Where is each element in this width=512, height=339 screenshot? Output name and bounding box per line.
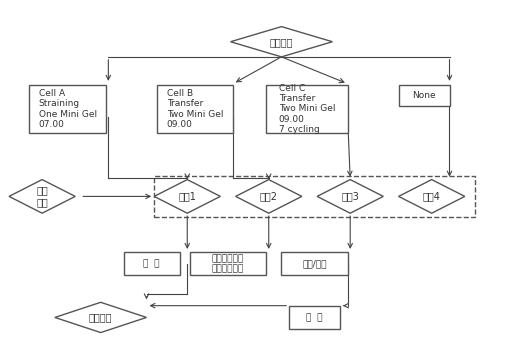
Text: 完  成: 完 成 [306,313,323,322]
Text: 停止工作，提
示并记录错误: 停止工作，提 示并记录错误 [212,254,244,273]
Text: Cell C
Transfer
Two Mini Gel
09.00
7 cycling: Cell C Transfer Two Mini Gel 09.00 7 cyc… [279,84,335,134]
Text: 通道4: 通道4 [423,192,441,201]
FancyBboxPatch shape [190,252,266,275]
Text: 通道1: 通道1 [178,192,196,201]
Polygon shape [9,180,75,213]
Text: None: None [412,91,436,100]
Text: 操作部分: 操作部分 [270,37,293,47]
Text: 通道2: 通道2 [260,192,278,201]
Text: 监控
设备: 监控 设备 [36,185,48,207]
Polygon shape [154,180,220,213]
FancyBboxPatch shape [282,252,348,275]
FancyBboxPatch shape [398,85,450,106]
Text: 完  成: 完 成 [143,259,160,268]
Text: 暂停/恢复: 暂停/恢复 [302,259,327,268]
FancyBboxPatch shape [289,306,340,329]
Text: 存储设备: 存储设备 [89,313,113,322]
FancyBboxPatch shape [266,85,348,133]
FancyBboxPatch shape [123,252,180,275]
Text: Cell A
Straining
One Mini Gel
07.00: Cell A Straining One Mini Gel 07.00 [38,89,97,129]
Polygon shape [230,26,332,57]
Polygon shape [398,180,465,213]
Polygon shape [236,180,302,213]
Text: Cell B
Transfer
Two Mini Gel
09.00: Cell B Transfer Two Mini Gel 09.00 [166,89,223,129]
Text: 通道3: 通道3 [342,192,359,201]
FancyBboxPatch shape [157,85,233,133]
FancyBboxPatch shape [29,85,106,133]
Polygon shape [55,302,146,333]
Polygon shape [317,180,383,213]
